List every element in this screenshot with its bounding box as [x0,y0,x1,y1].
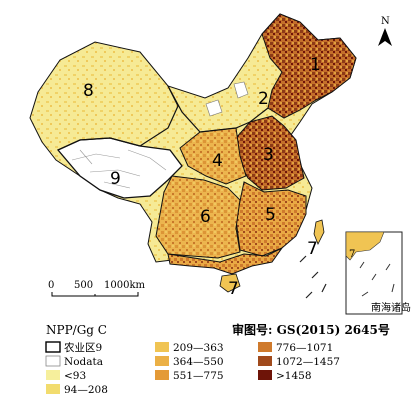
scale-tick-0: 0 [48,280,54,291]
north-arrow-label: N [381,16,390,27]
legend-nodata-label: Nodata [64,356,103,368]
legend-class-0-swatch [46,370,60,380]
legend-class-2-label: 209—363 [173,342,224,354]
region-5-area [235,181,307,257]
legend: NPP/Gg C 农业区9 Nodata <93 94—208 209—363 … [45,323,340,396]
approval-number: 审图号: GS(2015) 2645号 [232,322,390,337]
legend-class-6-label: 1072—1457 [276,356,340,368]
region-label-2: 2 [258,89,269,109]
inset-caption: 南海诸岛 [371,301,411,314]
legend-class-1-label: 94—208 [64,384,108,396]
island-label-7: 7 [307,239,318,259]
north-arrow-icon [378,28,392,46]
region-label-9: 9 [110,169,121,189]
region-label-1: 1 [310,55,321,75]
legend-class-5-label: 776—1071 [276,342,333,354]
region-6-area [155,175,241,259]
nodata-patch-2 [205,99,223,117]
legend-class-4-swatch [155,370,169,380]
region-4-area [179,127,247,185]
region-8-boundary [57,85,179,151]
legend-class-2-swatch [155,342,169,352]
region-label-5: 5 [265,205,276,225]
legend-class-7-label: >1458 [276,370,312,382]
region-7-area [167,247,283,275]
inset-dashes [359,261,395,297]
legend-class-3-label: 364—550 [173,356,224,368]
legend-class-3-swatch [155,356,169,366]
legend-class-7-swatch [258,370,272,380]
scale-bar-line [51,292,139,297]
legend-class-5-swatch [258,342,272,352]
legend-nodata-swatch [45,355,61,367]
nodata-patch-1 [233,81,249,99]
taiwan-island [313,219,325,245]
hainan-island [219,273,241,293]
legend-class-1-swatch [46,384,60,394]
inset-coast [345,231,385,261]
region-label-6: 6 [200,207,211,227]
nine-dash-line [299,255,327,299]
scale-tick-1000: 1000km [104,280,146,291]
scale-tick-500: 500 [74,280,93,291]
legend-boundary-swatch [45,341,61,353]
scale-bar: 0 500 1000km [48,280,146,297]
legend-class-0-label: <93 [64,370,86,382]
south-china-sea-inset: 7 南海诸岛 [345,231,411,315]
region-9-texture [71,149,167,189]
legend-class-6-swatch [258,356,272,366]
region-2-boundary [167,85,269,133]
inset-number-label: 7 [349,249,355,260]
region-label-7: 7 [228,279,239,299]
region-label-8: 8 [83,81,94,101]
region-label-4: 4 [212,151,223,171]
region-1-area [261,13,357,119]
north-arrow: N [378,16,392,46]
legend-title: NPP/Gg C [46,323,107,337]
legend-class-4-label: 551—775 [173,370,224,382]
legend-boundary-label: 农业区9 [64,341,102,354]
region-label-3: 3 [263,145,274,165]
